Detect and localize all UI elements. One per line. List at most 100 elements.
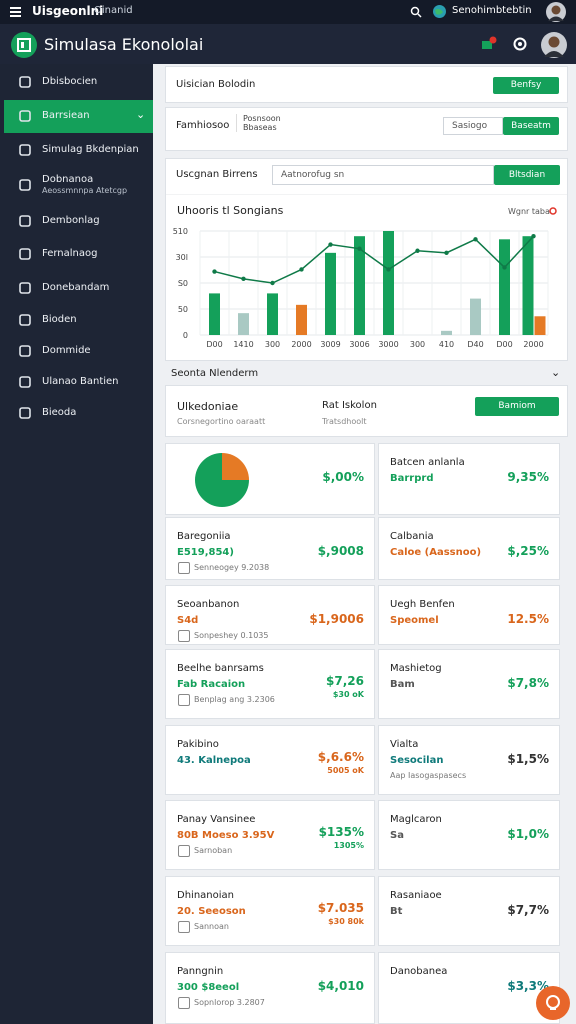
nav-item[interactable]: Dembonlag: [0, 205, 153, 238]
card-subtitle: 80B Moeso 3.95V: [177, 830, 275, 841]
card-subtitle: 43. Kalnepoa: [177, 755, 251, 766]
nav-item[interactable]: Barrsiean ⌄: [4, 100, 153, 133]
note-icon: [178, 630, 190, 642]
tab[interactable]: Posnsoon Bbaseas: [236, 114, 298, 132]
nav-icon: [19, 248, 31, 260]
nav-item[interactable]: Dbisbocien: [0, 66, 153, 99]
header-title: Simulasa Ekonololai: [44, 35, 204, 54]
line-point: [502, 265, 507, 270]
nav-icon: [19, 179, 31, 191]
button[interactable]: Bltsdian: [494, 165, 560, 185]
x-tick-label: 300: [410, 340, 425, 349]
card-title: Panngnin: [177, 966, 224, 977]
card[interactable]: Beelhe banrsams Fab Racaion Benplag ang 3.…: [165, 649, 375, 719]
line-point: [270, 280, 275, 286]
x-tick-label: 3000: [378, 340, 398, 349]
notification-icon[interactable]: [480, 35, 498, 53]
nav-icon: [19, 282, 31, 294]
avatar[interactable]: [546, 2, 566, 22]
bar: [238, 313, 249, 335]
card-value: $7,26: [326, 674, 364, 688]
card[interactable]: Maglcaron Sa $1,0%: [378, 800, 560, 870]
menu-icon[interactable]: [10, 6, 22, 18]
note-icon: [178, 845, 190, 857]
line-point: [415, 248, 420, 253]
bar: [209, 293, 220, 335]
collapse-icon[interactable]: ⌄: [551, 366, 561, 379]
card-value: $4,010: [317, 979, 364, 993]
card-subtitle: Sesocilan: [390, 755, 444, 766]
line-point: [212, 269, 217, 274]
nav-item[interactable]: Dobnanoa Aeossmnnpa Atetcgp: [0, 169, 153, 202]
user-name[interactable]: Senohimbtebtin: [452, 5, 532, 16]
card-value: $3,3%: [507, 979, 549, 993]
card[interactable]: Baregoniia E519,854) Senneogey 9.2038 $,900…: [165, 517, 375, 580]
card[interactable]: Danobanea $3,3%: [378, 952, 560, 1024]
card-value: $,6.6%: [317, 750, 364, 764]
pie-chart: [195, 453, 249, 507]
card-value-sub: 1305%: [333, 841, 364, 850]
y-tick-label: 0: [183, 331, 188, 340]
nav-item[interactable]: Ulanao Bantien: [0, 366, 153, 399]
app-subtitle: Oinanid: [94, 5, 133, 16]
nav-item[interactable]: Simulag Bkdenpian: [0, 134, 153, 167]
button[interactable]: Baseatm: [503, 117, 559, 135]
card[interactable]: $,00%: [165, 443, 375, 515]
settings-icon[interactable]: [511, 35, 529, 53]
nav-item[interactable]: Donebandam: [0, 272, 153, 305]
nav-icon: [19, 76, 31, 88]
nav-item[interactable]: Bioden: [0, 304, 153, 337]
summary-card: Ulkedoniae Corsnegortino oaraatt Rat Isk…: [165, 385, 568, 437]
top-bar: Uisgeonlni Oinanid Senohimbtebtin: [0, 0, 576, 24]
search-icon[interactable]: [410, 6, 422, 18]
chat-button[interactable]: [536, 986, 570, 1020]
section-header: Seonta Nlenderm ⌄: [165, 364, 568, 384]
card[interactable]: Batcen anlanla Barrprd 9,35%: [378, 443, 560, 515]
nav-item[interactable]: Bieoda: [0, 397, 153, 430]
card-subtitle: Fab Racaion: [177, 679, 246, 690]
card[interactable]: Calbania Caloe (Aassnoo) $,25%: [378, 517, 560, 580]
summary-sublabel: Tratsdhoolt: [322, 417, 367, 426]
card[interactable]: Panngnin 300 $8eeol Sopnlorop 3.2807 $4,010: [165, 952, 375, 1024]
logo[interactable]: [11, 32, 37, 58]
button[interactable]: Benfsy: [493, 77, 559, 94]
globe-icon[interactable]: [432, 4, 447, 19]
nav-icon: [19, 144, 31, 156]
card-value: 12.5%: [507, 612, 549, 626]
nav-label: Dobnanoa: [42, 174, 94, 185]
input[interactable]: Sasiogo: [443, 117, 503, 135]
card[interactable]: Pakibino 43. Kalnepoa $,6.6% 5005 oK: [165, 725, 375, 795]
nav-item[interactable]: Dommide: [0, 335, 153, 368]
card[interactable]: Rasaniaoe Bt $7,7%: [378, 876, 560, 946]
card-note: Sopnlorop 3.2807: [194, 998, 265, 1007]
card-value: $,25%: [507, 544, 549, 558]
card-value: $7.035: [317, 901, 364, 915]
card-subtitle: 20. Seeoson: [177, 906, 246, 917]
card-value-sub: $30 oK: [332, 690, 364, 699]
x-tick-label: 1410: [233, 340, 253, 349]
card-subtitle: Bam: [390, 679, 415, 690]
card-note: Sonpeshey 0.1035: [194, 631, 269, 640]
card[interactable]: Panay Vansinee 80B Moeso 3.95V Sarnoban $13…: [165, 800, 375, 870]
summary-subtitle: Corsnegortino oaraatt: [177, 417, 266, 426]
card-title: Danobanea: [390, 966, 448, 977]
nav-icon: [19, 376, 31, 388]
header: Simulasa Ekonololai: [0, 24, 576, 64]
card[interactable]: Uegh Benfen Speomel 12.5%: [378, 585, 560, 645]
card[interactable]: Dhinanoian 20. Seeoson Sannoan $7.035 $30 80…: [165, 876, 375, 946]
app-name: Uisgeonlni: [32, 4, 104, 18]
card[interactable]: Vialta Sesocilan Aap Iasogaspasecs $1,5%: [378, 725, 560, 795]
x-tick-label: 3006: [349, 340, 369, 349]
line-point: [357, 246, 362, 251]
card[interactable]: Seoanbanon S4d Sonpeshey 0.1035 $1,9006: [165, 585, 375, 645]
input[interactable]: Aatnorofug sn: [272, 165, 494, 185]
nav-label: Ulanao Bantien: [42, 376, 119, 387]
card-note: Sarnoban: [194, 846, 233, 855]
card-title: Seoanbanon: [177, 599, 240, 610]
line-point: [386, 267, 391, 272]
button[interactable]: Bamiom: [475, 397, 559, 416]
card-value: 9,35%: [507, 470, 549, 484]
card[interactable]: Mashietog Bam $7,8%: [378, 649, 560, 719]
header-avatar[interactable]: [541, 32, 567, 58]
nav-item[interactable]: Fernalnaog: [0, 238, 153, 271]
